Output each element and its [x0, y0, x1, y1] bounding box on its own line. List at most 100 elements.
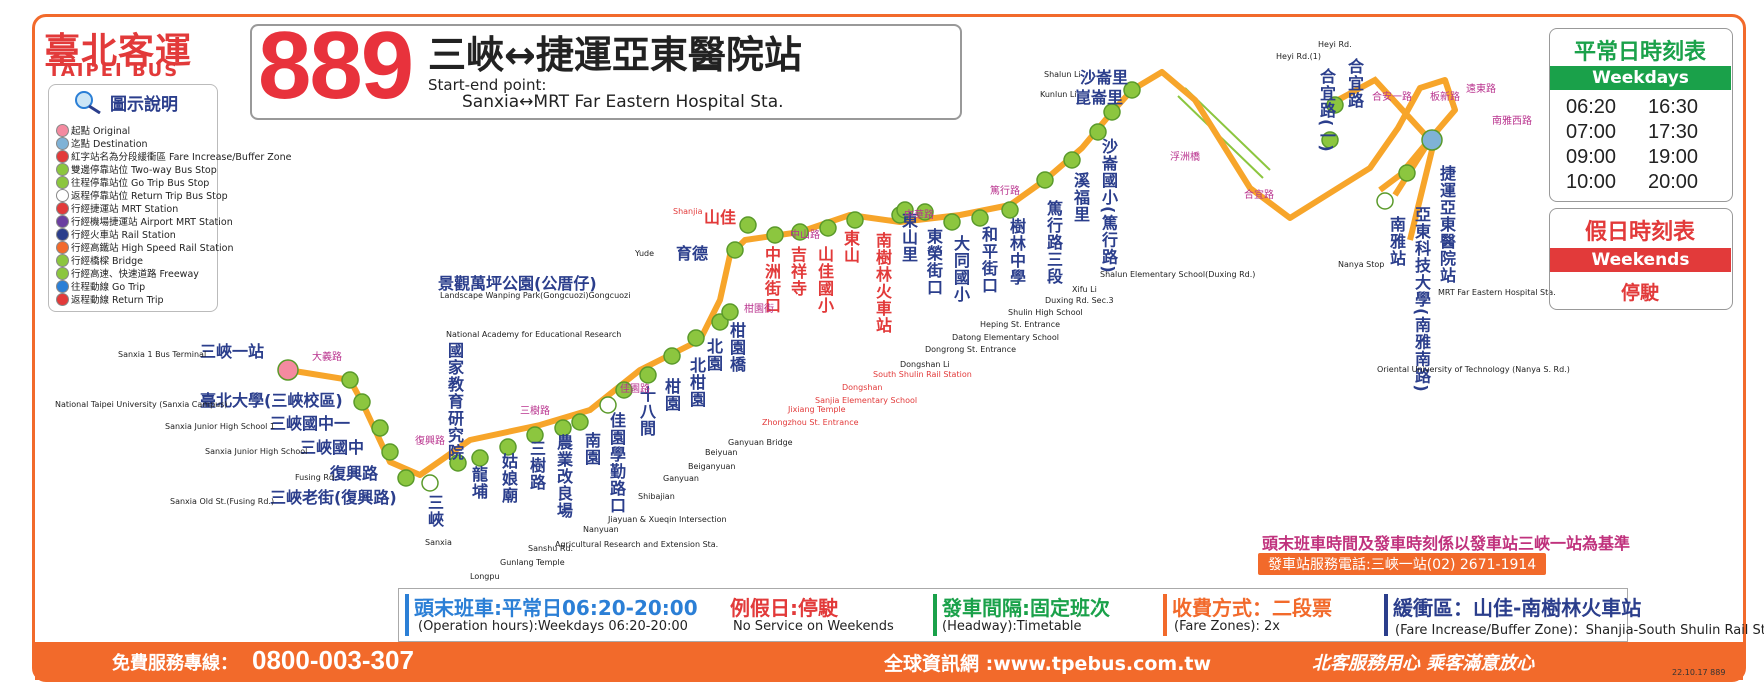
stop-marker[interactable]	[916, 203, 934, 221]
stop-marker[interactable]	[896, 201, 914, 219]
stop-marker[interactable]	[421, 474, 439, 492]
legend-marker-icon	[56, 202, 69, 215]
stop-name-cn[interactable]: 龍埔	[469, 466, 488, 500]
stop-name-cn[interactable]: 捷運亞東醫院站	[1437, 165, 1456, 284]
stop-marker[interactable]	[471, 449, 489, 467]
stop-name-cn[interactable]: 樹林中學	[1007, 218, 1026, 286]
stop-marker[interactable]	[791, 223, 809, 241]
stop-name-cn[interactable]: 三峽	[425, 494, 444, 528]
stop-marker[interactable]	[371, 419, 389, 437]
stop-marker[interactable]	[1421, 129, 1443, 151]
stop-marker[interactable]	[1063, 151, 1081, 169]
legend-item: 往程停靠站位 Go Trip Bus Stop	[71, 178, 210, 189]
stop-marker[interactable]	[554, 419, 572, 437]
stop-marker[interactable]	[526, 426, 544, 444]
phone-note: 發車站服務電話:三峽一站(02) 2671-1914	[1258, 553, 1547, 575]
stop-name-cn[interactable]: 沙崙國小(篤行路)	[1099, 138, 1118, 274]
stop-name-cn[interactable]: 山佳國小	[815, 246, 834, 314]
stop-marker[interactable]	[687, 329, 705, 347]
stop-name-cn[interactable]: 中洲街口	[762, 246, 781, 314]
stop-marker[interactable]	[1123, 81, 1141, 99]
stop-name-cn[interactable]: 崑崙里	[1075, 88, 1124, 107]
stop-name-cn[interactable]: 亞東科技大學(南雅南路)	[1412, 206, 1431, 393]
stop-marker[interactable]	[726, 241, 744, 259]
stop-marker[interactable]	[819, 219, 837, 237]
stop-marker[interactable]	[499, 438, 517, 456]
stop-name-en: Yude	[635, 249, 655, 258]
stop-name-cn[interactable]: 柑園橋	[727, 322, 746, 373]
stop-marker[interactable]	[846, 211, 864, 229]
stop-name-cn[interactable]: 山佳	[704, 208, 737, 227]
stop-name-cn[interactable]: 臺北大學(三峽校區)	[200, 391, 343, 410]
stop-marker[interactable]	[397, 469, 415, 487]
stop-marker[interactable]	[571, 413, 589, 431]
legend-marker-icon	[56, 176, 69, 189]
stop-marker[interactable]	[277, 359, 299, 381]
stop-name-cn[interactable]: 十八間	[637, 386, 656, 437]
stop-name-cn[interactable]: 南樹林火車站	[873, 232, 892, 334]
road-label: 三樹路	[520, 406, 550, 417]
legend-marker-icon	[56, 137, 69, 150]
stop-marker[interactable]	[381, 443, 399, 461]
stop-name-cn[interactable]: 篤行路三段	[1044, 200, 1063, 285]
road-label: 篤行路	[990, 186, 1020, 197]
stop-marker[interactable]	[721, 303, 739, 321]
stop-marker[interactable]	[663, 347, 681, 365]
website-link[interactable]: 全球資訊網 :www.tpebus.com.tw	[884, 653, 1212, 675]
stop-marker[interactable]	[615, 381, 633, 399]
stop-marker[interactable]	[739, 216, 757, 234]
stop-name-cn[interactable]: 三峽國中一	[270, 414, 351, 433]
stop-marker[interactable]	[1398, 164, 1416, 182]
stop-name-cn[interactable]: 復興路	[330, 464, 379, 483]
title-box	[250, 24, 962, 120]
stop-marker[interactable]	[766, 226, 784, 244]
stop-marker[interactable]	[943, 213, 961, 231]
stop-marker[interactable]	[1036, 171, 1054, 189]
info-divider	[1163, 594, 1167, 636]
stop-name-cn[interactable]: 柑園	[662, 378, 681, 412]
stop-marker[interactable]	[353, 393, 371, 411]
stop-name-en: Nanyuan	[583, 525, 619, 534]
stop-name-cn[interactable]: 三峽老街(復興路)	[270, 488, 397, 507]
stop-marker[interactable]	[449, 454, 467, 472]
stop-name-cn[interactable]: 大同國小	[951, 235, 970, 303]
route-en-name: Sanxia↔MRT Far Eastern Hospital Sta.	[462, 92, 784, 112]
stop-marker[interactable]	[639, 366, 657, 384]
stop-name-cn[interactable]: 合宜路(一)	[1317, 68, 1336, 153]
stop-marker[interactable]	[341, 371, 359, 389]
stop-name-en: Heping St. Entrance	[980, 320, 1061, 329]
stop-name-en: National Taipei University (Sanxia Campu…	[55, 400, 228, 409]
stop-name-cn[interactable]: 農業改良場	[554, 434, 573, 519]
stop-marker[interactable]	[1321, 131, 1339, 149]
stop-name-cn[interactable]: 合宜路	[1345, 58, 1364, 109]
stop-name-cn[interactable]: 東山里	[899, 212, 918, 263]
stop-name-cn[interactable]: 姑娘廟	[499, 453, 518, 504]
stop-marker[interactable]	[1001, 201, 1019, 219]
stop-name-cn[interactable]: 南園	[582, 432, 601, 466]
stop-name-cn[interactable]: 國家教育研究院	[445, 342, 464, 461]
stop-marker[interactable]	[599, 396, 617, 414]
stop-name-cn[interactable]: 東山	[841, 230, 860, 264]
stop-name-cn[interactable]: 佳園學勤路口	[607, 412, 626, 514]
info-bar	[398, 588, 1628, 642]
stop-name-cn[interactable]: 北柑園	[687, 357, 706, 408]
stop-marker[interactable]	[1089, 123, 1107, 141]
stop-name-cn[interactable]: 吉祥寺	[788, 246, 807, 297]
stop-name-cn[interactable]: 南雅站	[1387, 216, 1406, 267]
stop-name-cn[interactable]: 東榮街口	[924, 228, 943, 296]
stop-name-cn[interactable]: 三樹路	[527, 440, 546, 491]
stop-name-cn[interactable]: 溪福里	[1071, 172, 1090, 223]
stop-name-en: Duxing Rd. Sec.3	[1045, 296, 1114, 305]
stop-name-cn[interactable]: 育德	[676, 244, 709, 263]
stop-name-cn[interactable]: 和平街口	[979, 226, 998, 294]
stop-marker[interactable]	[1103, 103, 1121, 121]
stop-marker[interactable]	[1326, 96, 1344, 114]
stop-name-cn[interactable]: 沙崙里	[1080, 68, 1129, 87]
stop-name-cn[interactable]: 景觀萬坪公園(公厝仔)	[438, 274, 597, 293]
stop-marker[interactable]	[971, 209, 989, 227]
stop-name-cn[interactable]: 三峽一站	[200, 342, 265, 361]
stop-marker[interactable]	[1376, 192, 1394, 210]
stop-name-cn[interactable]: 北園	[704, 338, 723, 372]
stop-name-cn[interactable]: 三峽國中	[300, 438, 365, 457]
hotline-number[interactable]: 0800-003-307	[252, 645, 414, 675]
